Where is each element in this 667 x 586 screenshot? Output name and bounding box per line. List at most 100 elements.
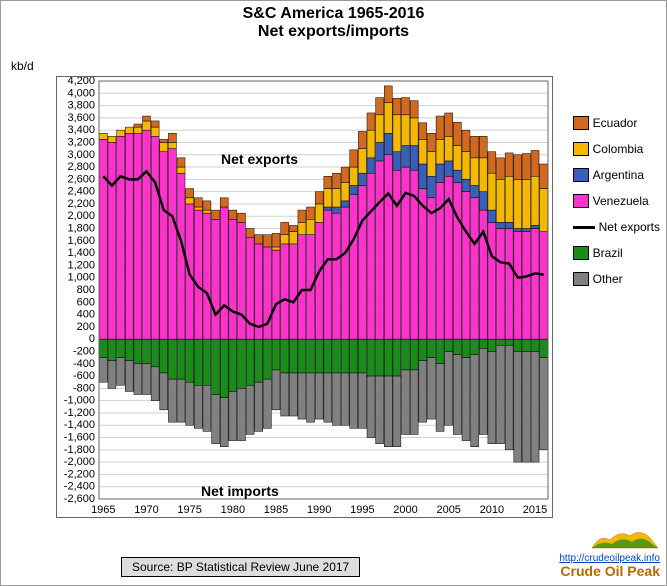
bar-brazil	[177, 339, 185, 379]
bar-other	[255, 382, 263, 431]
bar-argentina	[419, 164, 427, 189]
bar-other	[367, 376, 375, 437]
bar-colombia	[505, 176, 513, 222]
bar-argentina	[522, 229, 530, 232]
bar-ecuador	[289, 225, 297, 231]
bar-argentina	[514, 229, 522, 232]
bar-colombia	[402, 115, 410, 146]
legend-swatch	[573, 116, 589, 130]
bar-venezuela	[471, 198, 479, 339]
bar-colombia	[194, 207, 202, 210]
bar-brazil	[315, 339, 323, 373]
bar-other	[281, 373, 289, 416]
crude-oil-peak-icon	[590, 526, 660, 550]
plot-area: -2,600-2,400-2,200-2,000-1,800-1,600-1,4…	[56, 76, 553, 518]
bar-ecuador	[177, 158, 185, 167]
y-tick: 1,200	[67, 259, 95, 271]
bar-ecuador	[194, 198, 202, 207]
bar-colombia	[324, 189, 332, 207]
bar-colombia	[151, 127, 159, 136]
y-tick: 600	[77, 296, 95, 308]
y-tick: -1,400	[64, 419, 95, 431]
bar-venezuela	[289, 244, 297, 339]
bar-venezuela	[143, 130, 151, 339]
bar-other	[393, 376, 401, 447]
bar-argentina	[402, 146, 410, 168]
bar-venezuela	[462, 192, 470, 340]
bar-brazil	[471, 339, 479, 354]
y-tick: -2,400	[64, 481, 95, 493]
bar-brazil	[229, 339, 237, 391]
legend-item-other: Other	[573, 272, 660, 286]
bar-ecuador	[497, 158, 505, 180]
bar-other	[497, 345, 505, 443]
bar-colombia	[393, 115, 401, 152]
bar-colombia	[332, 189, 340, 207]
bar-venezuela	[427, 198, 435, 339]
bar-other	[462, 358, 470, 441]
bar-other	[263, 379, 271, 428]
bar-brazil	[488, 339, 496, 351]
bar-ecuador	[436, 116, 444, 139]
bar-other	[177, 379, 185, 422]
bar-venezuela	[229, 219, 237, 339]
logo-brand: Crude Oil Peak	[560, 563, 660, 579]
legend-label: Other	[593, 272, 623, 286]
bar-ecuador	[358, 131, 366, 148]
bar-other	[151, 367, 159, 401]
bar-brazil	[151, 339, 159, 367]
bar-colombia	[272, 247, 280, 250]
bar-brazil	[402, 339, 410, 370]
x-tick: 2010	[480, 504, 504, 516]
bar-other	[272, 370, 280, 410]
bar-colombia	[514, 179, 522, 228]
bar-venezuela	[367, 173, 375, 339]
bar-colombia	[436, 139, 444, 164]
bar-ecuador	[350, 150, 358, 167]
x-tick: 1970	[134, 504, 158, 516]
bar-ecuador	[298, 210, 306, 222]
y-tick: 3,000	[67, 149, 95, 161]
bar-brazil	[445, 339, 453, 351]
bar-colombia	[177, 167, 185, 173]
bar-other	[540, 358, 548, 450]
bar-venezuela	[384, 155, 392, 339]
bar-other	[350, 373, 358, 428]
bar-ecuador	[237, 213, 245, 222]
bar-brazil	[367, 339, 375, 376]
bar-brazil	[522, 339, 530, 351]
y-tick: 2,200	[67, 198, 95, 210]
bar-other	[125, 361, 133, 392]
bar-venezuela	[497, 229, 505, 340]
bar-brazil	[298, 339, 306, 373]
bar-ecuador	[255, 235, 263, 244]
bar-brazil	[350, 339, 358, 373]
bar-other	[445, 351, 453, 425]
bar-argentina	[497, 222, 505, 228]
legend-label: Ecuador	[593, 116, 638, 130]
legend-label: Venezuela	[593, 194, 649, 208]
bar-argentina	[505, 222, 513, 228]
y-tick: 3,600	[67, 112, 95, 124]
y-tick: 1,800	[67, 223, 95, 235]
bar-venezuela	[212, 219, 220, 339]
bar-other	[514, 351, 522, 462]
bar-argentina	[488, 210, 496, 222]
x-tick: 2005	[436, 504, 460, 516]
bar-ecuador	[186, 189, 194, 198]
bar-brazil	[427, 339, 435, 357]
bar-brazil	[358, 339, 366, 373]
x-tick: 1985	[264, 504, 288, 516]
bar-brazil	[125, 339, 133, 361]
bar-brazil	[462, 339, 470, 357]
bar-other	[488, 351, 496, 443]
bar-colombia	[419, 139, 427, 164]
bar-colombia	[445, 136, 453, 161]
bar-brazil	[246, 339, 254, 385]
bar-other	[143, 364, 151, 395]
bar-venezuela	[332, 213, 340, 339]
bar-colombia	[471, 158, 479, 186]
bar-venezuela	[203, 213, 211, 339]
bar-brazil	[531, 339, 539, 351]
bar-brazil	[479, 339, 487, 348]
